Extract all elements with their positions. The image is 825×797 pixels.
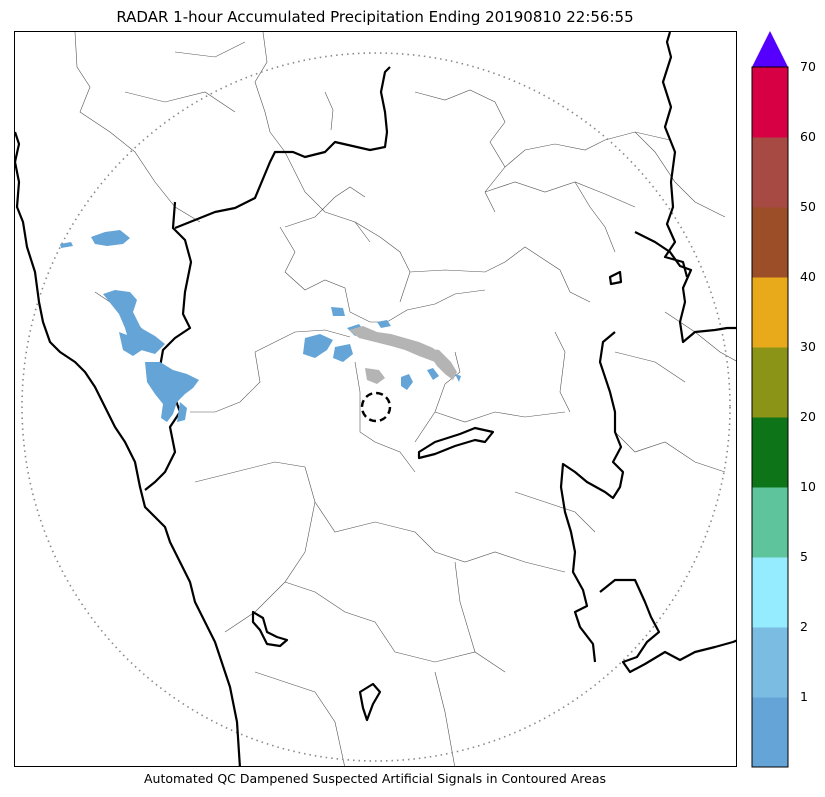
map-caption: Automated QC Dampened Suspected Artifici… (143, 771, 607, 786)
colorbar (751, 31, 789, 768)
colorbar-bin (752, 137, 788, 208)
colorbar-tick-label: 30 (800, 339, 816, 354)
district-boundaries (74, 32, 736, 766)
colorbar-extend-arrow (752, 31, 788, 67)
colorbar-tick-label: 2 (800, 619, 808, 634)
colorbar-bin (752, 277, 788, 348)
range-ring (21, 52, 731, 762)
colorbar-tick-label: 10 (800, 479, 816, 494)
colorbar-tick-label: 20 (800, 409, 816, 424)
colorbar-bin (752, 347, 788, 418)
radar-site-marker (360, 391, 392, 423)
colorbar-bin (752, 207, 788, 278)
state-boundaries (15, 32, 736, 766)
precipitation-areas (60, 230, 461, 422)
colorbar-frame (751, 66, 789, 768)
colorbar-tick-label: 5 (800, 549, 808, 564)
colorbar-bin (752, 487, 788, 558)
colorbar-tick-label: 50 (800, 199, 816, 214)
colorbar-tick-label: 60 (800, 129, 816, 144)
colorbar-bin (752, 417, 788, 488)
colorbar-tick-label: 1 (800, 689, 808, 704)
suspect-signal-areas (349, 326, 457, 384)
map-title: RADAR 1-hour Accumulated Precipitation E… (116, 8, 634, 26)
radar-map[interactable] (14, 31, 737, 767)
colorbar-bin (752, 697, 788, 768)
colorbar-bin (752, 627, 788, 698)
colorbar-bin (752, 557, 788, 628)
colorbar-tick-label: 40 (800, 269, 816, 284)
colorbar-tick-label: 70 (800, 59, 816, 74)
radar-map-canvas (15, 32, 736, 766)
colorbar-bin (752, 67, 788, 138)
colorbar-bins (752, 67, 788, 768)
